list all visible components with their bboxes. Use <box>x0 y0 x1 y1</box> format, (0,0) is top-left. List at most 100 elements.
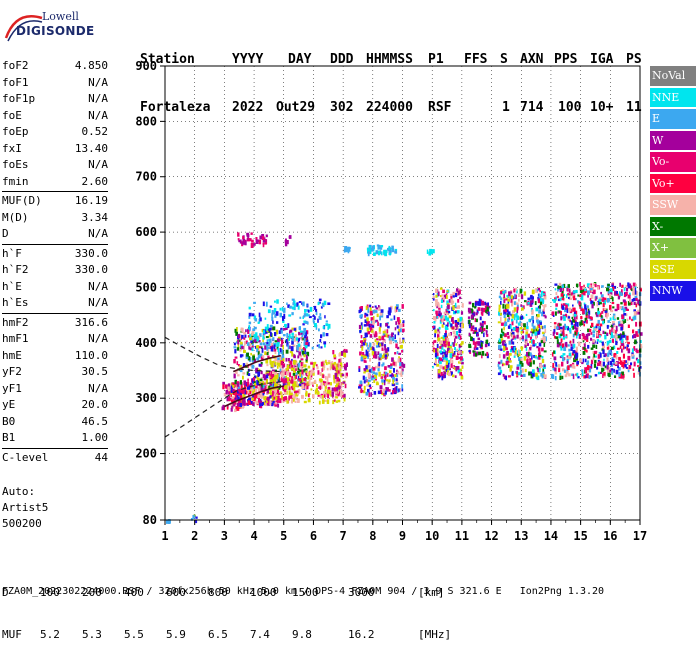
echo-point <box>483 332 485 338</box>
echo-point <box>446 340 449 346</box>
echo-point <box>604 310 608 313</box>
echo-point <box>562 297 565 300</box>
echo-point <box>303 347 306 351</box>
echo-point <box>497 321 501 324</box>
echo-point <box>255 400 259 405</box>
echo-point <box>542 371 545 376</box>
param-value: 330.0 <box>74 263 108 276</box>
echo-point <box>459 368 462 372</box>
echo-point <box>559 287 563 293</box>
echo-point <box>572 313 575 318</box>
echo-point <box>498 338 501 343</box>
autoscaling-info: Auto: Artist5 500200 <box>2 484 48 532</box>
echo-point <box>442 340 445 344</box>
param-value: N/A <box>88 92 108 105</box>
echo-point <box>394 387 397 392</box>
echo-point <box>553 335 556 339</box>
echo-point <box>632 287 635 292</box>
echo-point <box>621 321 624 325</box>
echo-point <box>512 341 515 345</box>
echo-point <box>473 329 477 332</box>
echo-point <box>523 356 527 361</box>
chart-points <box>166 232 643 524</box>
echo-point <box>362 375 365 380</box>
echo-point <box>594 350 598 353</box>
echo-point <box>319 372 322 376</box>
echo-point <box>260 393 263 398</box>
echo-point <box>457 356 460 359</box>
echo-point <box>603 358 605 361</box>
echo-point <box>279 307 282 311</box>
echo-point <box>255 394 258 399</box>
echo-point <box>457 299 460 303</box>
echo-point <box>287 358 290 362</box>
echo-point <box>297 391 299 395</box>
echo-point <box>387 380 390 385</box>
echo-point <box>456 310 460 314</box>
echo-point <box>363 324 367 327</box>
echo-point <box>622 331 625 336</box>
header-value-0: Fortaleza <box>140 100 211 115</box>
echo-point <box>432 249 435 254</box>
echo-point <box>616 317 620 320</box>
echo-point <box>572 326 574 330</box>
echo-point <box>304 368 308 372</box>
echo-point <box>596 323 599 326</box>
echo-point <box>567 326 569 331</box>
echo-point <box>299 355 303 358</box>
echo-point <box>303 400 307 404</box>
echo-point <box>276 344 279 350</box>
echo-point <box>307 314 311 317</box>
echo-point <box>239 346 242 350</box>
echo-point <box>272 382 275 387</box>
header-value-1: 2022 <box>232 100 264 115</box>
echo-point <box>468 324 471 329</box>
echo-point <box>305 391 308 395</box>
echo-point <box>375 374 378 379</box>
param-label: yF2 <box>2 365 22 378</box>
echo-point <box>587 360 590 364</box>
echo-point <box>606 357 609 362</box>
echo-point <box>394 334 396 340</box>
param-value: 316.6 <box>74 315 108 329</box>
echo-point <box>379 312 383 316</box>
echo-point <box>295 337 298 341</box>
echo-point <box>269 362 272 365</box>
echo-point <box>566 287 569 292</box>
echo-point <box>318 298 322 301</box>
echo-point <box>249 391 252 395</box>
echo-point <box>291 358 293 362</box>
echo-point <box>238 399 241 404</box>
echo-point <box>613 324 616 328</box>
echo-point <box>446 351 449 355</box>
echo-point <box>458 350 461 354</box>
echo-point <box>273 308 277 313</box>
echo-point <box>450 326 453 329</box>
param-label: foEs <box>2 158 29 171</box>
echo-point <box>478 301 482 306</box>
echo-point <box>456 331 458 336</box>
echo-point <box>334 399 336 402</box>
echo-point <box>305 371 308 377</box>
echo-point <box>438 307 441 310</box>
echo-point <box>624 306 628 311</box>
x-tick-label: 8 <box>369 529 376 543</box>
echo-point <box>246 371 249 376</box>
echo-point <box>344 383 347 389</box>
echo-point <box>292 335 294 339</box>
echo-point <box>388 245 391 250</box>
echo-point <box>633 315 637 320</box>
echo-point <box>360 390 364 393</box>
echo-point <box>552 367 556 371</box>
echo-point <box>287 385 290 389</box>
echo-point <box>402 328 405 332</box>
echo-point <box>373 351 377 356</box>
echo-point <box>384 334 387 337</box>
echo-point <box>442 315 445 320</box>
echo-point <box>341 395 344 398</box>
echo-point <box>262 381 265 385</box>
echo-point <box>443 349 446 352</box>
echo-point <box>244 390 246 395</box>
echo-point <box>538 354 541 360</box>
echo-point <box>521 305 525 310</box>
